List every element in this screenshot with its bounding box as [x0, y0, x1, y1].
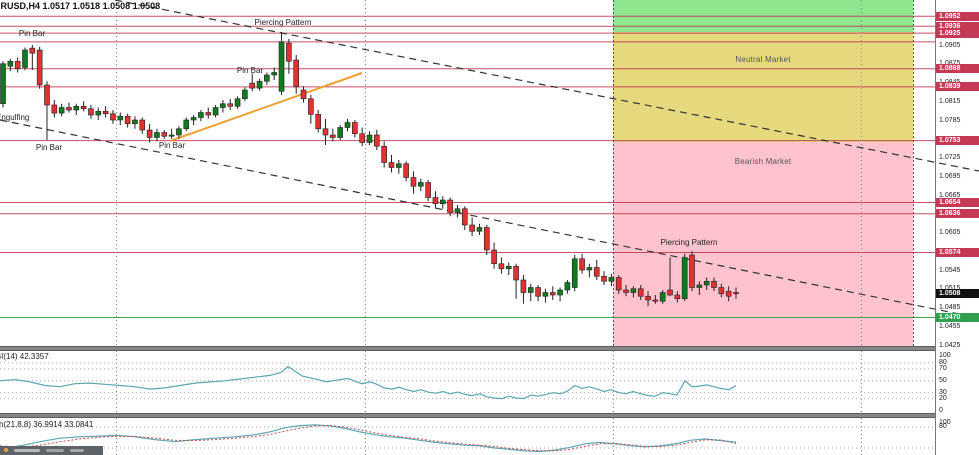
price-level-badge: 1.0654 — [936, 198, 979, 207]
pattern-annotation: Pin Bar — [18, 29, 46, 38]
price-tick: 1.0485 — [939, 304, 961, 312]
price-axis[interactable] — [935, 0, 979, 455]
price-level-badge: 1.0839 — [936, 82, 979, 92]
pattern-annotation: Pin Bar — [35, 143, 63, 152]
indicator-scale-label: 30 — [939, 388, 947, 396]
pattern-annotation: Pin Bar — [236, 66, 264, 75]
price-level-badge: 1.0470 — [936, 313, 979, 322]
stoch-label: Stoch(21,8,8) 36.9914 33.0841 — [0, 420, 94, 429]
stoch-d-line — [0, 425, 737, 452]
indicator-scale-label: 70 — [939, 364, 947, 372]
indicator-scale-label: 100 — [939, 419, 951, 426]
indicator-scale-label: 20 — [939, 394, 947, 402]
price-level-badge: 1.0574 — [936, 248, 979, 257]
price-level-badge: 1.0753 — [936, 136, 979, 146]
price-level-badge: 1.0868 — [936, 64, 979, 74]
rsi-label: RSI(14) 42.3357 — [0, 352, 49, 361]
price-level-badge: 1.0636 — [936, 209, 979, 219]
price-tick: 1.0455 — [939, 322, 961, 330]
candlesticks — [0, 31, 739, 307]
zone-label-bearish: Bearish Market — [734, 157, 792, 166]
pattern-annotation: Piercing Pattern — [254, 18, 312, 27]
price-tick: 1.0515 — [939, 285, 960, 292]
indicator-scale-label: 80 — [939, 358, 947, 366]
indicator-scale-label: 100 — [939, 352, 951, 359]
watermark-logo — [0, 446, 103, 455]
symbol-title: EURUSD,H4 1.0517 1.0518 1.0508 1.0508 — [0, 1, 161, 11]
pattern-annotation: Engulfing — [0, 113, 30, 122]
price-tick: 1.0695 — [939, 172, 961, 180]
price-tick: 1.0815 — [939, 97, 961, 105]
indicator-scale-label: 0 — [939, 406, 943, 414]
zone-label-neutral: Neutral Market — [735, 55, 791, 64]
watermark-dot-icon — [4, 448, 8, 452]
stoch-k-line — [0, 424, 737, 453]
zone-bearish — [613, 142, 913, 346]
price-tick: 1.0425 — [939, 341, 961, 349]
price-level-badge: 1.0925 — [936, 28, 979, 38]
pattern-annotation: Piercing Pattern — [660, 238, 718, 247]
price-level-badge: 1.0952 — [936, 11, 979, 21]
panel-separator[interactable] — [0, 413, 935, 418]
price-tick: 1.0605 — [939, 229, 961, 237]
price-tick: 1.0875 — [939, 60, 960, 67]
current-price-badge: 1.0508 — [936, 289, 979, 299]
price-level-badge: 1.0936 — [936, 21, 979, 31]
indicator-scale-label: 80 — [939, 423, 947, 430]
panel-separator[interactable] — [0, 346, 935, 351]
rsi-line — [0, 365, 737, 400]
price-tick: 1.0665 — [939, 191, 961, 199]
price-tick: 1.0785 — [939, 116, 961, 124]
price-tick: 1.0545 — [939, 266, 961, 274]
price-tick: 1.0725 — [939, 154, 961, 162]
price-tick: 1.0905 — [939, 41, 961, 49]
indicator-scale-label: 50 — [939, 376, 947, 384]
pattern-annotation: Pin Bar — [158, 141, 186, 150]
